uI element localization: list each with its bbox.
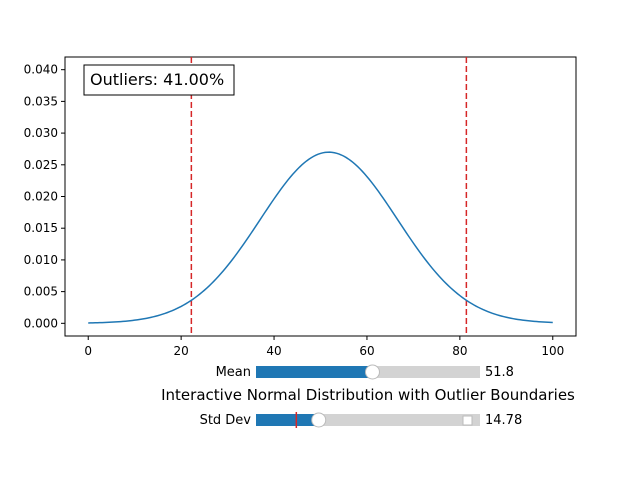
std-dev-slider-label: Std Dev	[200, 413, 252, 428]
mean-slider-handle[interactable]	[364, 364, 380, 380]
y-tick-label: 0.030	[24, 126, 58, 140]
plot-frame	[64, 56, 577, 337]
annotation-text: Outliers: 41.00%	[90, 70, 224, 89]
std-dev-slider-handle[interactable]	[311, 412, 327, 428]
y-tick-label: 0.025	[24, 158, 58, 172]
y-tick-label: 0.010	[24, 253, 58, 267]
mean-slider[interactable]: Mean 51.8	[216, 364, 514, 380]
y-tick-label: 0.005	[24, 285, 58, 299]
y-tick-label: 0.040	[24, 63, 58, 77]
mean-slider-fill	[256, 366, 373, 378]
y-tick-label: 0.020	[24, 190, 58, 204]
mean-slider-value: 51.8	[485, 365, 514, 380]
x-tick-label: 80	[452, 344, 467, 358]
annotation-box	[83, 64, 235, 96]
chart-title: Interactive Normal Distribution with Out…	[161, 386, 575, 404]
mean-slider-label: Mean	[216, 365, 251, 380]
y-tick-label: 0.000	[24, 316, 58, 330]
y-tick-label: 0.015	[24, 221, 58, 235]
x-tick-label: 40	[266, 344, 281, 358]
density-curve	[88, 151, 553, 324]
std-dev-slider-value: 14.78	[485, 413, 522, 428]
x-tick-label: 20	[173, 344, 188, 358]
std-dev-slider[interactable]: Std Dev 14.78	[200, 412, 523, 428]
plot-axes: 0 20 40 60 80 100 0.0000.0050.0100.0150.0200.…	[24, 56, 577, 358]
std-dev-slider-fill	[256, 414, 319, 426]
std-dev-slider-max-handle[interactable]	[462, 415, 473, 426]
x-tick-label: 100	[541, 344, 564, 358]
x-axis-ticks: 0 20 40 60 80 100	[84, 336, 564, 358]
x-tick-label: 60	[359, 344, 374, 358]
y-axis-ticks: 0.000 0.005 0.010 0.015 0.020 0.025 0.030 0.035…	[24, 63, 65, 330]
x-tick-label: 0	[84, 344, 92, 358]
outlier-boundaries	[190, 57, 468, 336]
outlier-annotation: Outliers: 41.00%	[83, 64, 235, 96]
y-tick-label: 0.035	[24, 94, 58, 108]
